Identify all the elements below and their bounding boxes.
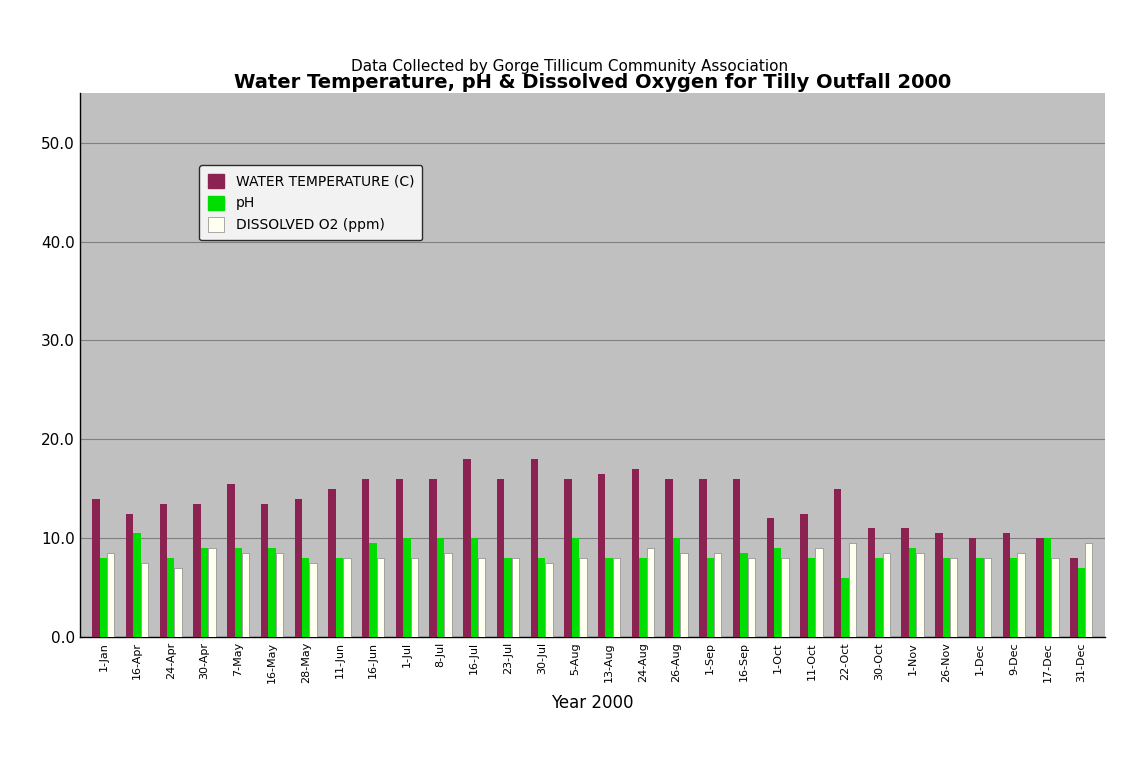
- Bar: [1036, 538, 1043, 637]
- Bar: [801, 514, 808, 637]
- Bar: [167, 558, 174, 637]
- Bar: [673, 538, 680, 637]
- Bar: [632, 469, 639, 637]
- Bar: [159, 503, 167, 637]
- Bar: [775, 548, 781, 637]
- Bar: [1071, 558, 1077, 637]
- Bar: [909, 548, 917, 637]
- Bar: [1051, 558, 1058, 637]
- Bar: [464, 459, 470, 637]
- Bar: [302, 558, 310, 637]
- Bar: [875, 558, 883, 637]
- Bar: [935, 533, 943, 637]
- Bar: [1085, 543, 1092, 637]
- Text: Data Collected by Gorge Tillicum Community Association: Data Collected by Gorge Tillicum Communi…: [351, 58, 788, 74]
- Bar: [194, 503, 200, 637]
- Bar: [639, 558, 647, 637]
- Bar: [328, 489, 336, 637]
- Bar: [740, 553, 747, 637]
- Bar: [613, 558, 621, 637]
- Bar: [572, 538, 579, 637]
- Bar: [538, 558, 546, 637]
- Bar: [781, 558, 789, 637]
- Bar: [268, 548, 276, 637]
- Bar: [714, 553, 721, 637]
- Bar: [505, 558, 511, 637]
- Bar: [377, 558, 384, 637]
- Bar: [444, 553, 452, 637]
- Bar: [200, 548, 208, 637]
- Bar: [808, 558, 816, 637]
- Bar: [706, 558, 714, 637]
- Bar: [976, 558, 984, 637]
- Bar: [395, 479, 403, 637]
- Bar: [295, 499, 302, 637]
- Bar: [984, 558, 991, 637]
- Bar: [834, 489, 842, 637]
- Bar: [816, 548, 822, 637]
- Bar: [579, 558, 587, 637]
- Bar: [699, 479, 706, 637]
- Bar: [497, 479, 505, 637]
- Bar: [369, 543, 377, 637]
- Bar: [429, 479, 437, 637]
- Bar: [336, 558, 343, 637]
- Bar: [126, 514, 133, 637]
- Bar: [470, 538, 478, 637]
- Bar: [732, 479, 740, 637]
- Bar: [343, 558, 351, 637]
- Bar: [410, 558, 418, 637]
- Bar: [883, 553, 890, 637]
- Legend: WATER TEMPERATURE (C), pH, DISSOLVED O2 (ppm): WATER TEMPERATURE (C), pH, DISSOLVED O2 …: [199, 166, 423, 240]
- Bar: [1002, 533, 1010, 637]
- Bar: [868, 528, 875, 637]
- Bar: [1017, 553, 1025, 637]
- Bar: [437, 538, 444, 637]
- Bar: [403, 538, 410, 637]
- Bar: [310, 563, 317, 637]
- Bar: [564, 479, 572, 637]
- Bar: [261, 503, 268, 637]
- Bar: [546, 563, 552, 637]
- Bar: [767, 518, 775, 637]
- Bar: [92, 499, 99, 637]
- Bar: [235, 548, 241, 637]
- Bar: [747, 558, 755, 637]
- Bar: [141, 563, 148, 637]
- Bar: [511, 558, 519, 637]
- Bar: [1077, 568, 1085, 637]
- Bar: [598, 474, 606, 637]
- Bar: [680, 553, 688, 637]
- Bar: [1010, 558, 1017, 637]
- Bar: [647, 548, 654, 637]
- Bar: [241, 553, 249, 637]
- Bar: [917, 553, 924, 637]
- Bar: [606, 558, 613, 637]
- Bar: [901, 528, 909, 637]
- Bar: [107, 553, 114, 637]
- Title: Water Temperature, pH & Dissolved Oxygen for Tilly Outfall 2000: Water Temperature, pH & Dissolved Oxygen…: [233, 73, 951, 92]
- Bar: [969, 538, 976, 637]
- Bar: [950, 558, 958, 637]
- Bar: [665, 479, 673, 637]
- X-axis label: Year 2000: Year 2000: [551, 695, 633, 713]
- Bar: [362, 479, 369, 637]
- Bar: [99, 558, 107, 637]
- Bar: [276, 553, 284, 637]
- Bar: [478, 558, 485, 637]
- Bar: [943, 558, 950, 637]
- Bar: [133, 533, 141, 637]
- Bar: [531, 459, 538, 637]
- Bar: [1043, 538, 1051, 637]
- Bar: [174, 568, 182, 637]
- Bar: [208, 548, 215, 637]
- Bar: [849, 543, 857, 637]
- Bar: [227, 484, 235, 637]
- Bar: [842, 578, 849, 637]
